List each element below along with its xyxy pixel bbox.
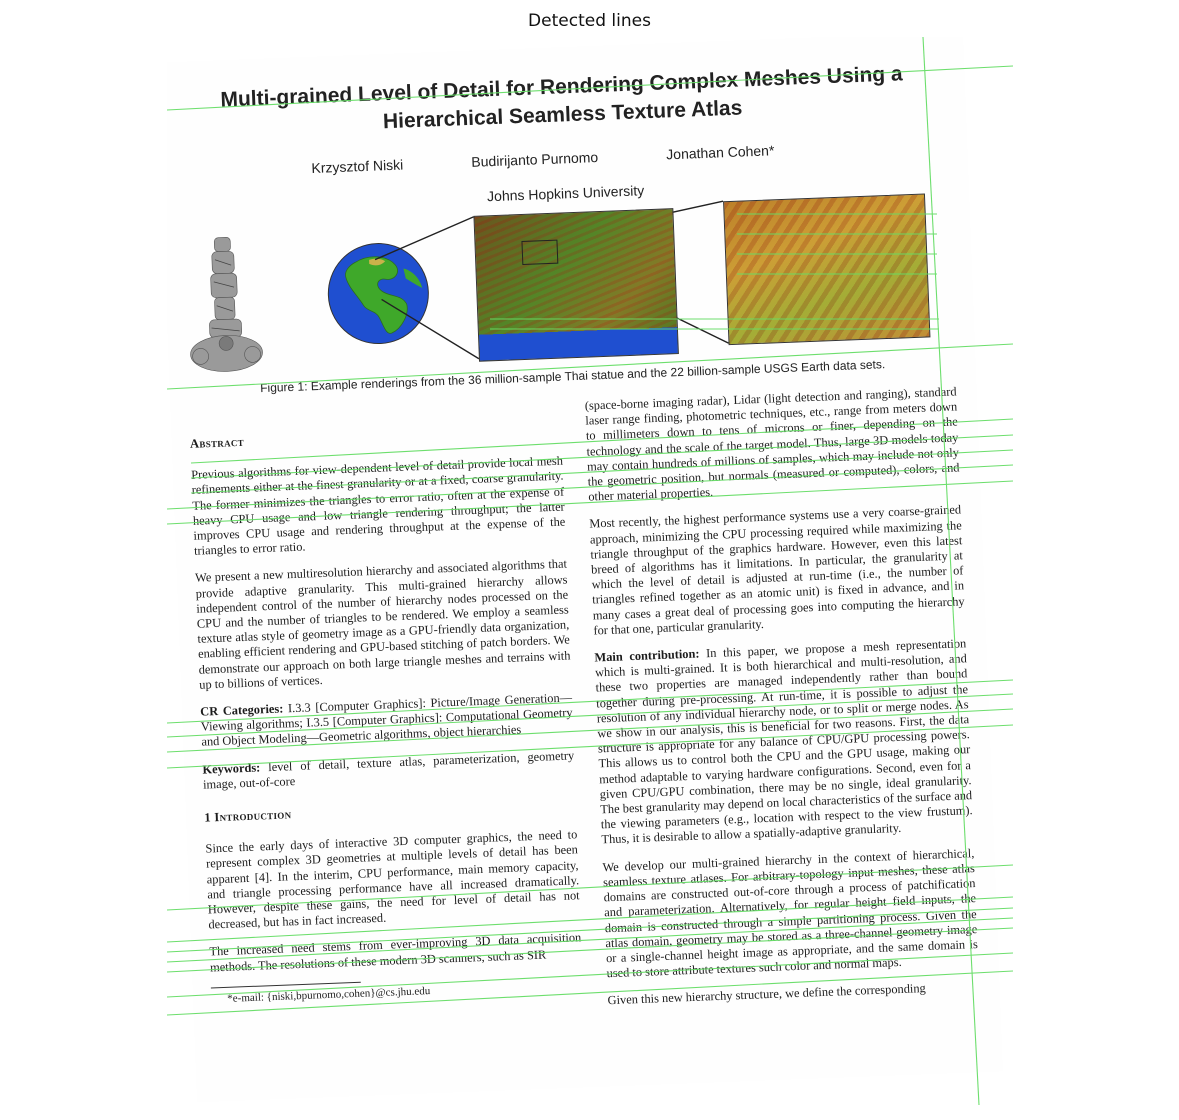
plot-title: Detected lines: [528, 11, 651, 31]
left-column: Abstract Previous algorithms for view-de…: [190, 423, 584, 1008]
body-paragraph: Given this new hierarchy structure, we d…: [607, 981, 926, 1008]
abstract-paragraph: We present a new multiresolution hierarc…: [194, 556, 571, 692]
main-contribution-text: In this paper, we propose a mesh represe…: [594, 636, 973, 847]
introduction-heading: 1 Introduction: [204, 807, 292, 825]
body-paragraph: Most recently, the highest performance s…: [589, 502, 965, 638]
terrain-closeup-image: [723, 193, 931, 346]
introduction-paragraph: The increased need stems from ever-impro…: [209, 930, 582, 975]
footnote-email: *e-mail: {niski,bpurnomo,cohen}@cs.jhu.e…: [227, 984, 431, 1005]
abstract-paragraph: Previous algorithms for view-dependent l…: [190, 453, 566, 559]
terrain-overview-image: [473, 208, 679, 362]
scanned-page: Multi-grained Level of Detail for Render…: [167, 37, 1003, 1103]
keywords: Keywords: level of detail, texture atlas…: [202, 748, 575, 793]
main-contribution-paragraph: Main contribution: In this paper, we pro…: [594, 636, 973, 848]
paper-title: Multi-grained Level of Detail for Render…: [167, 58, 966, 145]
cr-categories-label: CR Categories:: [200, 701, 284, 719]
earth-globe-image: [327, 243, 429, 345]
figure-area: Multi-grained Level of Detail for Render…: [167, 37, 1013, 1105]
cr-categories-text: I.3.3 [Computer Graphics]: Picture/Image…: [200, 690, 573, 750]
abstract-heading: Abstract: [189, 434, 245, 451]
introduction-paragraph: Since the early days of interactive 3D c…: [205, 827, 580, 932]
keywords-label: Keywords:: [202, 760, 261, 777]
body-paragraph: We develop our multi-grained hierarchy i…: [602, 845, 979, 981]
cr-categories: CR Categories: I.3.3 [Computer Graphics]…: [200, 690, 573, 750]
author-name: Budirijanto Purnomo: [471, 149, 599, 170]
author-name: Krzysztof Niski: [311, 156, 404, 177]
zoom-region-box: [521, 239, 559, 265]
right-column: (space-borne imaging radar), Lidar (ligh…: [585, 384, 981, 1020]
author-name: Jonathan Cohen*: [665, 142, 775, 163]
body-paragraph: (space-borne imaging radar), Lidar (ligh…: [584, 384, 960, 504]
